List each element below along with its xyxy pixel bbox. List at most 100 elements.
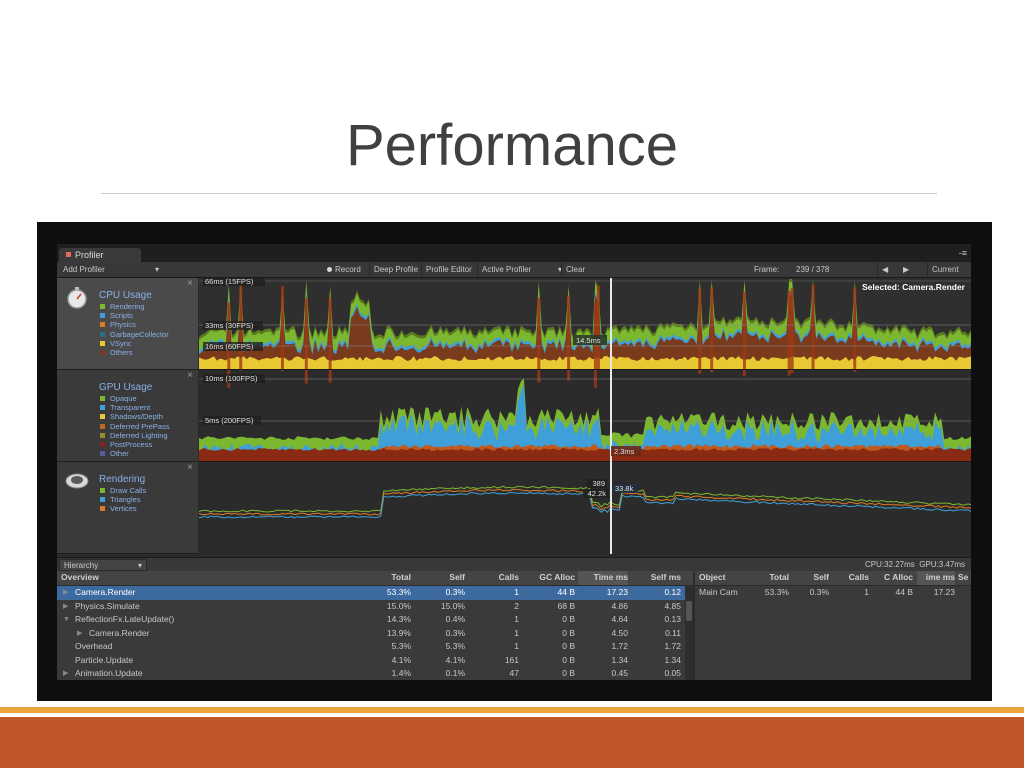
close-icon[interactable]: ×	[187, 462, 193, 473]
prev-frame-button[interactable]: ◀	[877, 262, 888, 277]
legend-item[interactable]: Transparent	[100, 403, 170, 412]
expand-toggle-icon[interactable]: ▼	[63, 616, 70, 623]
row-self: 0.3%	[445, 627, 465, 638]
expand-toggle-icon[interactable]: ▶	[77, 629, 83, 637]
legend-item[interactable]: Draw Calls	[100, 486, 146, 495]
object-gc-alloc: 44 B	[895, 587, 914, 597]
legend-swatch	[100, 340, 105, 346]
row-gc-alloc: 68 B	[557, 600, 576, 611]
legend-item[interactable]: Deferred PrePass	[100, 422, 170, 431]
col-object[interactable]: Object	[699, 572, 726, 582]
gpu-usage-module[interactable]: GPU Usage × Opaque Transparent Shadows/D…	[57, 370, 198, 462]
col-time-ms[interactable]: ime ms	[917, 571, 955, 585]
row-total: 53.3%	[386, 587, 411, 597]
legend-item[interactable]: Opaque	[100, 394, 170, 403]
col-calls[interactable]: Calls	[848, 572, 869, 582]
col-self-ms[interactable]: Se	[958, 572, 969, 582]
legend-item[interactable]: Shadows/Depth	[100, 412, 170, 421]
record-button[interactable]: Record	[327, 262, 361, 277]
legend-item[interactable]: Scripts	[100, 311, 169, 320]
table-row[interactable]: ▶ Camera.Render 13.9% 0.3% 1 0 B 4.50 0.11	[57, 627, 685, 641]
table-row[interactable]: Particle.Update 4.1% 4.1% 161 0 B 1.34 1.34	[57, 654, 685, 668]
expand-toggle-icon[interactable]: ▶	[63, 602, 69, 610]
cpu-gridlabel-16ms: 16ms (60FPS)	[205, 342, 254, 351]
row-self-ms: 4.85	[664, 600, 681, 611]
selected-sample-label: Selected: Camera.Render	[862, 282, 966, 292]
hierarchy-mode-dropdown[interactable]: Hierarchy ▾	[59, 559, 147, 571]
gpu-frame-value: 2.3ms	[614, 447, 635, 456]
cpu-spike	[742, 291, 746, 377]
window-menu-icon[interactable]: -≡	[958, 248, 967, 258]
col-overview[interactable]: Overview	[61, 572, 99, 582]
add-profiler-dropdown[interactable]: Add Profiler ▾	[63, 262, 159, 277]
legend-swatch	[100, 304, 105, 309]
cpu-spike	[567, 295, 571, 381]
col-total[interactable]: Total	[391, 572, 411, 582]
row-calls: 1	[514, 641, 519, 651]
row-self: 0.3%	[445, 587, 465, 597]
col-gc-alloc[interactable]: GC Alloc	[539, 572, 575, 582]
cpu-spike	[790, 288, 794, 374]
table-row[interactable]: ▶ Physics.Simulate 15.0% 15.0% 2 68 B 4.86 4.85	[57, 600, 685, 614]
row-gc-alloc: 0 B	[562, 627, 575, 638]
timeline-graph[interactable]: 66ms (15FPS) 33ms (30FPS) 16ms (60FPS) S…	[199, 278, 971, 554]
current-frame-button[interactable]: Current	[927, 262, 959, 277]
profiler-graphs[interactable]: 66ms (15FPS) 33ms (30FPS) 16ms (60FPS) S…	[199, 278, 971, 554]
row-self-ms: 0.05	[664, 668, 681, 678]
row-calls: 2	[514, 600, 519, 611]
col-gc-alloc[interactable]: C Alloc	[884, 572, 913, 582]
table-row[interactable]: ▼ ReflectionFx.LateUpdate() 14.3% 0.4% 1 0 B 4…	[57, 613, 685, 627]
close-icon[interactable]: ×	[187, 278, 193, 289]
row-total: 5.3%	[391, 641, 411, 651]
close-icon[interactable]: ×	[187, 370, 193, 381]
title-divider	[101, 193, 937, 194]
legend-swatch	[100, 396, 105, 401]
tab-profiler-label: Profiler	[75, 250, 104, 260]
legend-item[interactable]: Rendering	[100, 302, 169, 311]
legend-item[interactable]: GarbageCollector	[100, 330, 169, 339]
row-self-ms: 1.34	[664, 654, 681, 665]
active-profiler-dropdown[interactable]: Active Profiler ▾	[477, 262, 566, 277]
legend-label: Deferred Lighting	[110, 430, 168, 440]
expand-toggle-icon[interactable]: ▶	[63, 589, 69, 596]
table-row[interactable]: Overhead 5.3% 5.3% 1 0 B 1.72 1.72	[57, 640, 685, 654]
cpu-usage-module[interactable]: CPU Usage × Rendering Scripts Physics Ga…	[57, 278, 198, 370]
object-name: Main Cam	[699, 587, 738, 597]
col-total[interactable]: Total	[769, 572, 789, 582]
col-self[interactable]: Self	[813, 572, 829, 582]
legend-item[interactable]: PostProcess	[100, 440, 170, 449]
legend-label: Rendering	[110, 302, 145, 311]
legend-item[interactable]: Others	[100, 348, 169, 357]
table-scrollbar[interactable]	[685, 585, 693, 680]
tab-profiler[interactable]: Profiler	[59, 248, 141, 262]
col-self[interactable]: Self	[449, 572, 465, 582]
rendering-module[interactable]: Rendering × Draw Calls Triangles Vertice…	[57, 462, 198, 554]
next-frame-button[interactable]: ▶	[903, 265, 910, 274]
legend-item[interactable]: Triangles	[100, 495, 146, 504]
table-header: Overview Total Self Calls GC Alloc Time …	[57, 571, 693, 586]
table-row[interactable]: Main Cam 53.3% 0.3% 1 44 B 17.23	[695, 586, 971, 600]
clear-button[interactable]: Clear	[561, 262, 585, 277]
cpu-frame-value: 14.5ms	[576, 336, 601, 345]
object-calls: 1	[864, 587, 869, 597]
row-self: 4.1%	[445, 654, 465, 665]
scrollbar-thumb[interactable]	[686, 601, 692, 621]
col-time-ms[interactable]: Time ms	[578, 571, 628, 585]
deep-profile-button[interactable]: Deep Profile	[369, 262, 418, 277]
object-total: 53.3%	[764, 587, 789, 597]
legend-item[interactable]: VSync	[100, 339, 169, 348]
col-calls[interactable]: Calls	[498, 572, 519, 582]
legend-label: Other	[110, 449, 129, 459]
legend-item[interactable]: Physics	[100, 320, 169, 329]
col-self-ms[interactable]: Self ms	[650, 572, 681, 582]
expand-toggle-icon[interactable]: ▶	[63, 670, 69, 677]
legend-item[interactable]: Vertices	[100, 504, 146, 513]
table-row[interactable]: ▶ Animation.Update 1.4% 0.1% 47 0 B 0.45 0.05	[57, 667, 685, 680]
row-self-ms: 1.72	[664, 641, 681, 651]
row-calls: 161	[504, 654, 519, 665]
table-row[interactable]: ▶ Camera.Render 53.3% 0.3% 1 44 B 17.23 0.12	[57, 586, 685, 600]
gpu-gridlabel-5ms: 5ms (200FPS)	[205, 416, 254, 425]
legend-item[interactable]: Other	[100, 449, 170, 458]
profile-editor-button[interactable]: Profile Editor	[421, 262, 472, 277]
legend-item[interactable]: Deferred Lighting	[100, 431, 170, 440]
